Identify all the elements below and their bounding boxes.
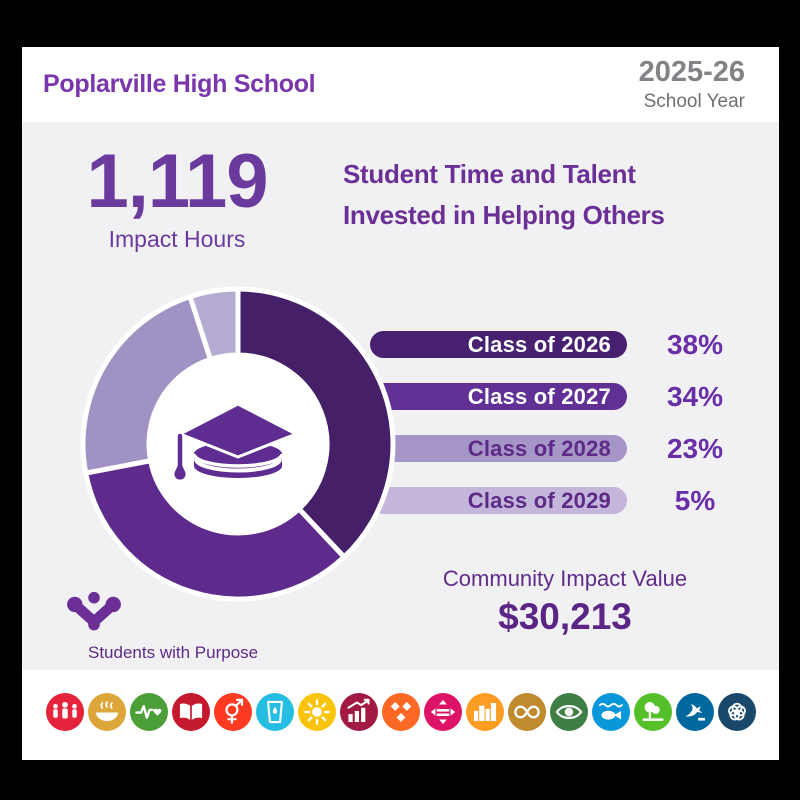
- students-with-purpose-logo: Students with Purpose: [60, 590, 258, 663]
- headline-line1: Student Time and Talent: [343, 159, 636, 189]
- impact-hours-value: 1,119: [86, 139, 269, 224]
- main-panel: 1,119 Impact Hours Student Time and Tale…: [22, 122, 779, 670]
- clean-energy-icon: [297, 693, 336, 731]
- community-impact-block: Community Impact Value $30,213: [415, 566, 715, 638]
- class-bar: Class of 2029: [370, 487, 627, 514]
- infographic-card: Poplarville High School 2025-26 School Y…: [22, 47, 779, 760]
- class-bar-row: Class of 2026 38%: [370, 328, 763, 360]
- students-with-purpose-mark-icon: [67, 591, 121, 631]
- class-bar-label: Class of 2026: [467, 331, 611, 357]
- impact-hours-block: 1,119 Impact Hours: [42, 144, 312, 253]
- zero-hunger-icon: [87, 693, 126, 731]
- decent-work-icon: [339, 693, 378, 731]
- partnerships-icon: [717, 693, 756, 731]
- class-bar: Class of 2026: [370, 331, 627, 358]
- community-impact-value: $30,213: [498, 596, 632, 637]
- sdg-icon-row: [22, 670, 779, 760]
- responsible-consumption-icon: [507, 693, 546, 731]
- class-bar-row: Class of 2027 34%: [370, 380, 763, 412]
- reduced-inequalities-icon: [423, 693, 462, 731]
- class-percent: 38%: [666, 328, 724, 360]
- no-poverty-icon: [45, 693, 84, 731]
- class-percent: 5%: [674, 484, 716, 516]
- headline-line2: Invested in Helping Others: [343, 200, 665, 230]
- school-year-value: 2025-26: [638, 55, 745, 88]
- gender-equality-icon: [213, 693, 252, 731]
- life-on-land-icon: [633, 693, 672, 731]
- donut-chart: [80, 286, 396, 602]
- headline: Student Time and Talent Invested in Help…: [343, 154, 665, 236]
- good-health-icon: [129, 693, 168, 731]
- class-bar: Class of 2027: [370, 383, 627, 410]
- sustainable-cities-icon: [465, 693, 504, 731]
- school-year-label: School Year: [643, 90, 745, 112]
- school-year-block: 2025-26 School Year: [638, 55, 745, 113]
- class-bar-label: Class of 2028: [467, 435, 611, 461]
- header: Poplarville High School 2025-26 School Y…: [22, 47, 779, 122]
- clean-water-icon: [255, 693, 294, 731]
- graduation-cap-icon: [174, 402, 298, 480]
- industry-innovation-icon: [381, 693, 420, 731]
- class-bar-row: Class of 2028 23%: [370, 432, 763, 464]
- class-percent: 34%: [666, 380, 724, 412]
- class-bars: Class of 2026 38% Class of 2027 34% Class of…: [370, 328, 763, 539]
- class-percent: 23%: [666, 432, 724, 464]
- peace-justice-icon: [675, 693, 714, 731]
- students-with-purpose-label: Students with Purpose: [88, 643, 259, 662]
- school-name: Poplarville High School: [43, 70, 316, 98]
- quality-education-icon: [171, 693, 210, 731]
- class-bar: Class of 2028: [370, 435, 627, 462]
- climate-action-icon: [549, 693, 588, 731]
- class-bar-row: Class of 2029 5%: [370, 484, 763, 516]
- impact-hours-label: Impact Hours: [108, 226, 246, 252]
- life-below-water-icon: [591, 693, 630, 731]
- community-impact-label: Community Impact Value: [442, 566, 688, 591]
- class-bar-label: Class of 2029: [467, 487, 611, 513]
- class-bar-label: Class of 2027: [467, 383, 611, 409]
